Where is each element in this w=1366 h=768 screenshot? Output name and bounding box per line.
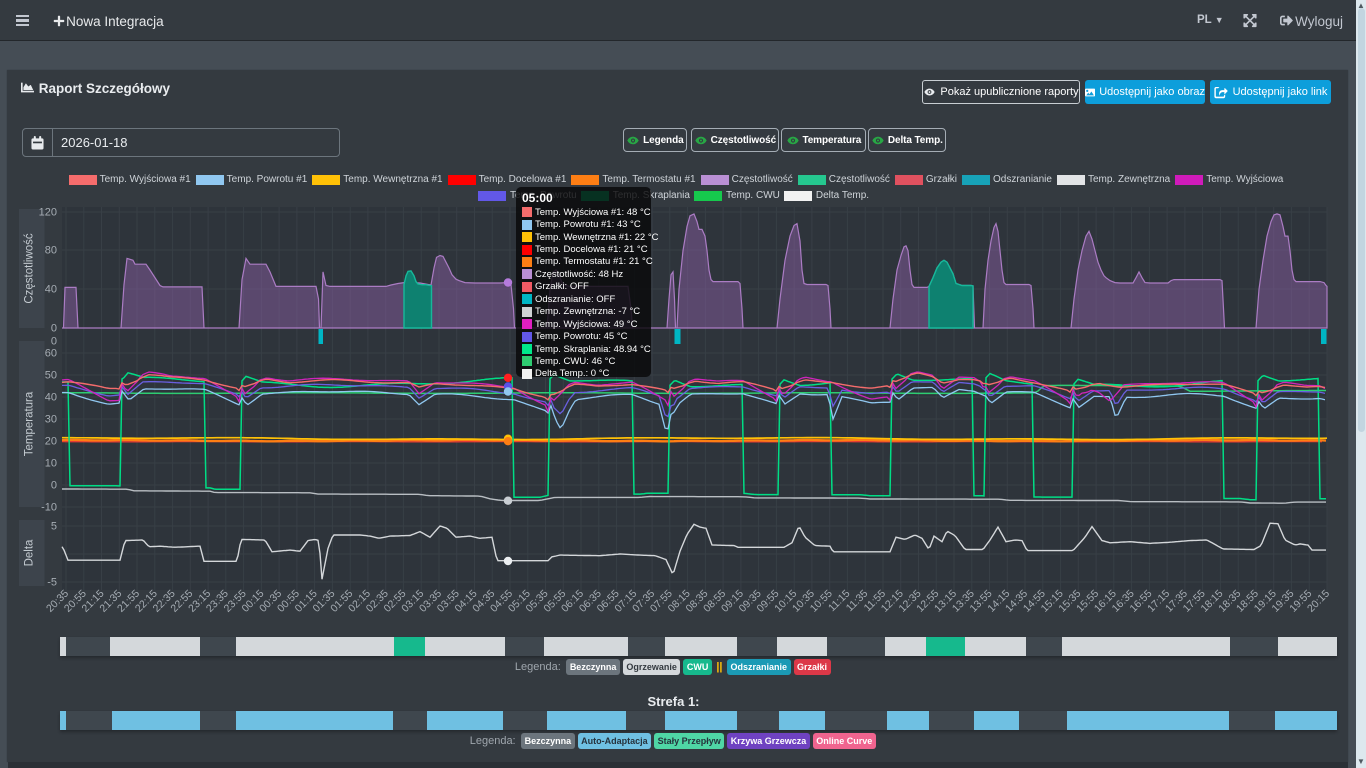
svg-text:0: 0 — [51, 480, 57, 492]
svg-text:0: 0 — [51, 336, 57, 348]
svg-text:Częstotliwość: Częstotliwość — [24, 233, 36, 304]
svg-text:Temperatura: Temperatura — [24, 391, 36, 456]
svg-text:60: 60 — [45, 348, 57, 360]
svg-text:120: 120 — [39, 207, 57, 219]
svg-text:-5: -5 — [47, 577, 57, 589]
svg-text:40: 40 — [45, 284, 57, 296]
svg-text:Delta: Delta — [24, 539, 36, 566]
svg-text:50: 50 — [45, 370, 57, 382]
svg-text:0: 0 — [51, 323, 57, 335]
svg-text:30: 30 — [45, 414, 57, 426]
svg-text:5: 5 — [51, 521, 57, 533]
svg-text:-10: -10 — [41, 502, 57, 514]
svg-text:80: 80 — [45, 245, 57, 257]
svg-text:40: 40 — [45, 392, 57, 404]
svg-text:10: 10 — [45, 458, 57, 470]
svg-text:20: 20 — [45, 436, 57, 448]
